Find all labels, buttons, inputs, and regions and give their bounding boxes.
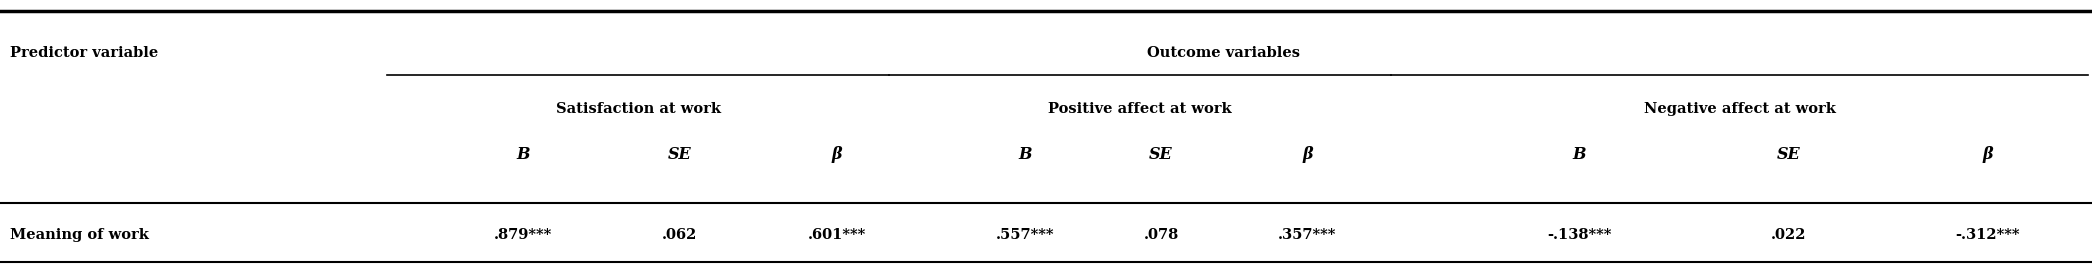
Text: SE: SE	[1149, 146, 1174, 163]
Text: SE: SE	[667, 146, 692, 163]
Text: .557***: .557***	[996, 228, 1054, 242]
Text: β: β	[831, 146, 843, 163]
Text: Satisfaction at work: Satisfaction at work	[556, 103, 720, 116]
Text: Outcome variables: Outcome variables	[1146, 46, 1301, 60]
Text: .879***: .879***	[494, 228, 552, 242]
Text: .022: .022	[1772, 228, 1805, 242]
Text: B: B	[1573, 146, 1586, 163]
Text: .062: .062	[663, 228, 697, 242]
Text: .601***: .601***	[808, 228, 866, 242]
Text: Negative affect at work: Negative affect at work	[1644, 103, 1835, 116]
Text: .078: .078	[1144, 228, 1178, 242]
Text: Predictor variable: Predictor variable	[10, 46, 159, 60]
Text: -.138***: -.138***	[1548, 228, 1611, 242]
Text: .357***: .357***	[1278, 228, 1337, 242]
Text: SE: SE	[1776, 146, 1801, 163]
Text: β: β	[1981, 146, 1994, 163]
Text: -.312***: -.312***	[1956, 228, 2019, 242]
Text: B: B	[1019, 146, 1031, 163]
Text: β: β	[1301, 146, 1314, 163]
Text: Meaning of work: Meaning of work	[10, 228, 149, 242]
Text: B: B	[517, 146, 529, 163]
Text: Positive affect at work: Positive affect at work	[1048, 103, 1232, 116]
